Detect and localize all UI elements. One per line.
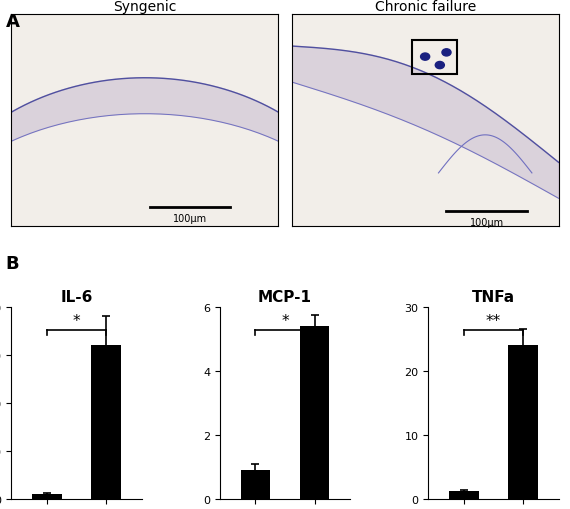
Text: *: * xyxy=(281,313,289,328)
Text: A: A xyxy=(6,13,19,31)
Text: B: B xyxy=(6,254,19,272)
Title: TNFa: TNFa xyxy=(472,290,515,304)
Bar xyxy=(91,345,121,499)
Title: MCP-1: MCP-1 xyxy=(258,290,312,304)
Bar xyxy=(449,491,479,499)
Circle shape xyxy=(435,62,445,70)
Text: **: ** xyxy=(486,313,501,328)
Title: IL-6: IL-6 xyxy=(60,290,93,304)
Text: *: * xyxy=(73,313,80,328)
Circle shape xyxy=(442,50,451,57)
Bar xyxy=(508,345,538,499)
Bar xyxy=(300,326,329,499)
Polygon shape xyxy=(0,78,372,251)
Circle shape xyxy=(421,54,430,61)
Bar xyxy=(241,470,270,499)
Title: Syngenic: Syngenic xyxy=(113,0,177,14)
Title: Chronic failure: Chronic failure xyxy=(374,0,476,14)
Polygon shape xyxy=(292,47,559,199)
Bar xyxy=(32,494,62,499)
Text: 100μm: 100μm xyxy=(173,214,207,223)
Text: 100μm: 100μm xyxy=(470,218,503,228)
